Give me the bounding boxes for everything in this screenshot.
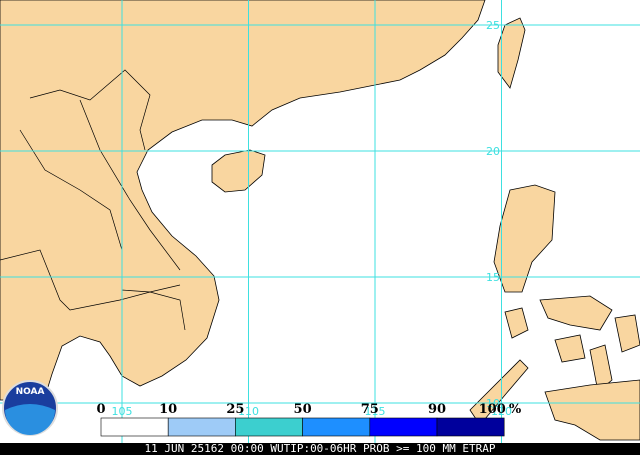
- legend-label: 50: [294, 402, 312, 417]
- border: [0, 249, 186, 331]
- hainan: [211, 149, 266, 193]
- legend-swatch: [436, 417, 505, 437]
- legend-swatch: [167, 417, 236, 437]
- legend-label: 100: [479, 402, 506, 417]
- lat-label: 20: [486, 145, 500, 158]
- visayas: [539, 295, 613, 331]
- footer-text: 11 JUN 25162 00:00 WUTIP:00-06HR PROB >=…: [145, 442, 496, 455]
- border: [79, 99, 181, 271]
- legend-swatch: [100, 417, 169, 437]
- lon-label: 105: [112, 405, 133, 418]
- lat-label: 15: [486, 271, 500, 284]
- noaa-logo: NOAA: [2, 380, 58, 436]
- footer-bar: [0, 443, 640, 455]
- legend-unit: %: [509, 402, 522, 417]
- lon-label: 110: [238, 405, 259, 418]
- legend-label: 90: [428, 402, 446, 417]
- lon-label: 115: [365, 405, 386, 418]
- mindoro: [504, 307, 529, 339]
- mindanao: [544, 379, 640, 441]
- graticule: 25 20 15 10 105 110 115 120: [0, 0, 640, 443]
- logo-text: NOAA: [16, 387, 45, 397]
- legend-swatch: [302, 417, 371, 437]
- legend-label: 10: [159, 402, 177, 417]
- negros-cebu: [589, 344, 613, 393]
- logo-wave: [5, 404, 55, 435]
- samar: [614, 314, 640, 353]
- legend-label: 0: [96, 402, 105, 417]
- legend: 0 10 25 50 75 90 100%: [96, 402, 522, 437]
- border: [29, 69, 151, 151]
- lat-label: 10: [486, 397, 500, 410]
- borders: [0, 69, 186, 331]
- legend-swatch: [369, 417, 438, 437]
- lat-label: 25: [486, 19, 500, 32]
- border: [19, 129, 181, 293]
- legend-label: 25: [226, 402, 244, 417]
- lon-label: 120: [491, 405, 512, 418]
- taiwan: [497, 17, 526, 89]
- legend-swatch: [235, 417, 303, 437]
- panay: [554, 334, 586, 363]
- legend-label: 75: [361, 402, 379, 417]
